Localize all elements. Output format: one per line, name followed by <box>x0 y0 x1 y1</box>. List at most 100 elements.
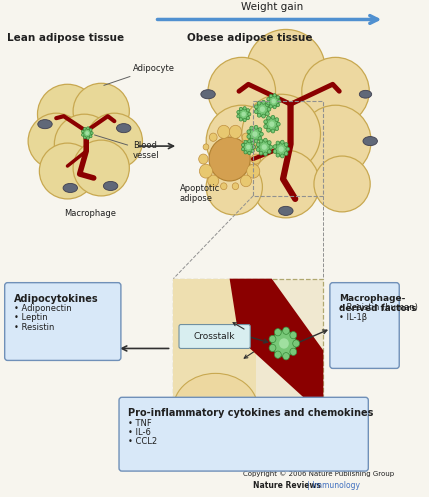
Circle shape <box>251 142 254 145</box>
Circle shape <box>82 128 92 138</box>
Text: • TNF: • TNF <box>128 419 152 428</box>
Circle shape <box>275 329 281 336</box>
FancyBboxPatch shape <box>179 325 250 348</box>
Circle shape <box>221 183 227 190</box>
Circle shape <box>243 107 246 110</box>
Circle shape <box>273 105 276 109</box>
Circle shape <box>260 132 263 136</box>
Circle shape <box>248 127 261 141</box>
Circle shape <box>254 110 258 113</box>
Circle shape <box>208 175 219 187</box>
Circle shape <box>259 139 263 143</box>
Circle shape <box>82 130 84 133</box>
Circle shape <box>269 94 272 98</box>
Circle shape <box>256 102 269 116</box>
Circle shape <box>87 127 89 130</box>
Circle shape <box>250 126 254 130</box>
FancyBboxPatch shape <box>173 279 256 398</box>
FancyBboxPatch shape <box>330 283 399 368</box>
Circle shape <box>89 129 92 131</box>
Circle shape <box>246 145 251 150</box>
Circle shape <box>284 143 288 147</box>
Ellipse shape <box>38 120 52 129</box>
Ellipse shape <box>201 89 215 99</box>
Text: • CCL2: • CCL2 <box>128 437 157 446</box>
Circle shape <box>84 127 86 130</box>
Circle shape <box>258 128 262 132</box>
Circle shape <box>248 112 251 116</box>
Circle shape <box>262 100 266 104</box>
Circle shape <box>267 150 271 154</box>
Circle shape <box>275 127 279 131</box>
Circle shape <box>266 103 269 107</box>
Circle shape <box>244 140 247 144</box>
Text: Adipocyte: Adipocyte <box>104 64 175 85</box>
Circle shape <box>272 99 276 103</box>
Ellipse shape <box>206 159 263 215</box>
Circle shape <box>286 147 290 151</box>
Text: • IL-1β: • IL-1β <box>339 313 367 322</box>
Circle shape <box>269 344 276 351</box>
Circle shape <box>85 131 89 135</box>
Circle shape <box>293 340 299 347</box>
Circle shape <box>229 125 242 138</box>
Circle shape <box>275 142 288 156</box>
Circle shape <box>246 116 250 120</box>
Text: • Resistin (human): • Resistin (human) <box>339 303 418 312</box>
Circle shape <box>251 144 256 150</box>
Ellipse shape <box>206 105 278 177</box>
Text: Obese adipose tissue: Obese adipose tissue <box>187 33 313 43</box>
Circle shape <box>243 141 254 153</box>
Text: Macrophage-
derived factors: Macrophage- derived factors <box>339 294 417 313</box>
Circle shape <box>246 109 250 112</box>
Circle shape <box>254 105 258 109</box>
Ellipse shape <box>252 150 320 218</box>
Ellipse shape <box>103 181 118 190</box>
Circle shape <box>276 96 280 99</box>
Circle shape <box>271 115 275 119</box>
Circle shape <box>263 138 267 142</box>
Circle shape <box>278 146 284 152</box>
Circle shape <box>275 118 279 122</box>
Ellipse shape <box>314 156 370 212</box>
Circle shape <box>91 132 93 135</box>
Circle shape <box>278 99 281 103</box>
Circle shape <box>268 95 279 107</box>
Circle shape <box>199 164 212 178</box>
Circle shape <box>269 121 275 127</box>
Ellipse shape <box>300 105 371 177</box>
Circle shape <box>281 154 284 158</box>
Circle shape <box>218 125 230 138</box>
Ellipse shape <box>28 113 85 169</box>
Circle shape <box>272 331 296 356</box>
Circle shape <box>276 153 280 157</box>
Circle shape <box>275 351 281 358</box>
Circle shape <box>247 130 251 134</box>
Ellipse shape <box>63 183 78 192</box>
Circle shape <box>266 112 269 116</box>
Circle shape <box>259 151 263 155</box>
Text: Lean adipose tissue: Lean adipose tissue <box>7 33 124 43</box>
Ellipse shape <box>117 124 131 133</box>
Circle shape <box>251 149 254 153</box>
Polygon shape <box>230 279 323 398</box>
FancyBboxPatch shape <box>173 279 323 398</box>
Circle shape <box>284 152 288 156</box>
Circle shape <box>262 144 267 150</box>
Circle shape <box>263 152 267 156</box>
Circle shape <box>241 175 251 187</box>
Circle shape <box>237 114 240 118</box>
Circle shape <box>256 143 260 147</box>
Circle shape <box>290 331 297 339</box>
Circle shape <box>269 145 273 149</box>
Text: Blood
vessel: Blood vessel <box>94 135 160 161</box>
Circle shape <box>273 93 276 97</box>
Circle shape <box>265 117 278 131</box>
Circle shape <box>267 107 271 111</box>
Circle shape <box>279 338 289 349</box>
Ellipse shape <box>37 84 97 144</box>
Circle shape <box>251 154 260 164</box>
Circle shape <box>258 140 271 154</box>
Circle shape <box>254 125 258 129</box>
Circle shape <box>267 128 270 132</box>
